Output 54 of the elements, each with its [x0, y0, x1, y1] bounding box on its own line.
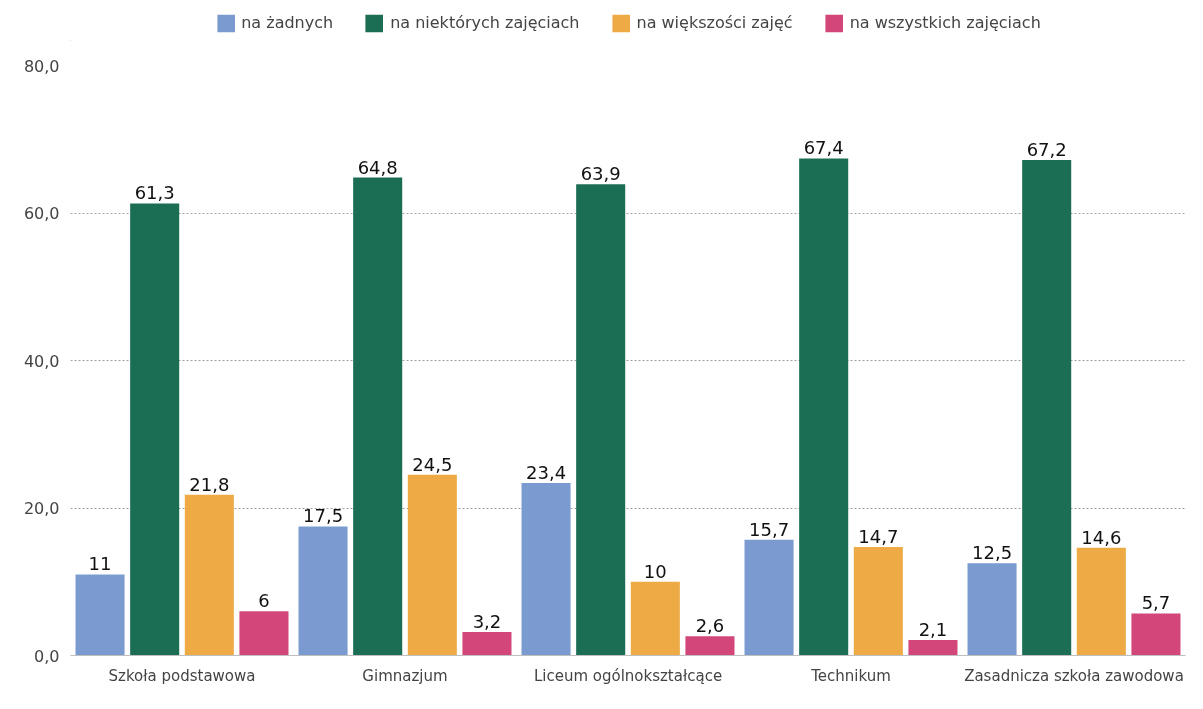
legend-label: na niektórych zajęciach: [390, 13, 580, 32]
bar: [521, 482, 571, 656]
bar: [462, 631, 512, 656]
data-label: 14,7: [858, 526, 899, 548]
bar: [298, 526, 348, 656]
data-label: 10: [643, 560, 667, 582]
data-label: 24,5: [412, 453, 453, 475]
bar: [908, 640, 958, 656]
data-label: 63,9: [580, 163, 621, 185]
x-tick-label: Technikum: [810, 666, 891, 685]
bar: [1076, 547, 1126, 656]
data-label: 5,7: [1141, 592, 1171, 614]
data-label: 11: [88, 553, 112, 575]
bar: [130, 203, 180, 656]
data-label: 3,2: [472, 610, 502, 632]
data-label: 67,4: [803, 137, 844, 159]
bar: [853, 547, 903, 656]
data-label: 64,8: [357, 156, 398, 178]
data-label: 12,5: [972, 542, 1013, 564]
x-tick-label: Liceum ogólnokształcące: [533, 666, 723, 685]
y-tick-label: 60,0: [23, 204, 60, 223]
data-label: 2,1: [918, 619, 948, 641]
bar: [75, 574, 125, 656]
bar: [576, 184, 626, 656]
bar: [744, 539, 794, 656]
data-label: 23,4: [526, 461, 567, 483]
bar: [685, 636, 735, 656]
data-label: 6: [258, 590, 270, 612]
bar: [967, 563, 1017, 656]
y-tick-label: 0,0: [34, 646, 60, 666]
data-label: 14,6: [1081, 526, 1122, 548]
x-tick-label: Gimnazjum: [362, 666, 448, 685]
y-tick-label: 80,0: [23, 56, 60, 76]
legend-label: na wszystkich zajęciach: [849, 13, 1041, 32]
bar: [353, 177, 403, 656]
legend-label: na większości zajęć: [636, 13, 793, 32]
data-label: 61,3: [134, 182, 175, 204]
data-label: 15,7: [749, 518, 790, 540]
data-label: 17,5: [303, 505, 344, 527]
legend-label: na żadnych: [241, 13, 334, 32]
bar: [1022, 159, 1072, 656]
data-label: 2,6: [695, 615, 725, 637]
y-tick-label: 20,0: [23, 499, 60, 518]
bar: [799, 158, 849, 656]
bar: [407, 474, 457, 656]
data-label: 67,2: [1026, 138, 1067, 160]
bar: [1131, 613, 1181, 656]
bar: [184, 494, 234, 656]
y-tick-label: 40,0: [23, 351, 60, 371]
x-tick-label: Szkoła podstawowa: [108, 666, 256, 685]
bar: [239, 611, 289, 656]
bar: [630, 581, 680, 656]
x-tick-label: Zasadnicza szkoła zawodowa: [964, 666, 1184, 685]
data-label: 21,8: [189, 473, 230, 495]
